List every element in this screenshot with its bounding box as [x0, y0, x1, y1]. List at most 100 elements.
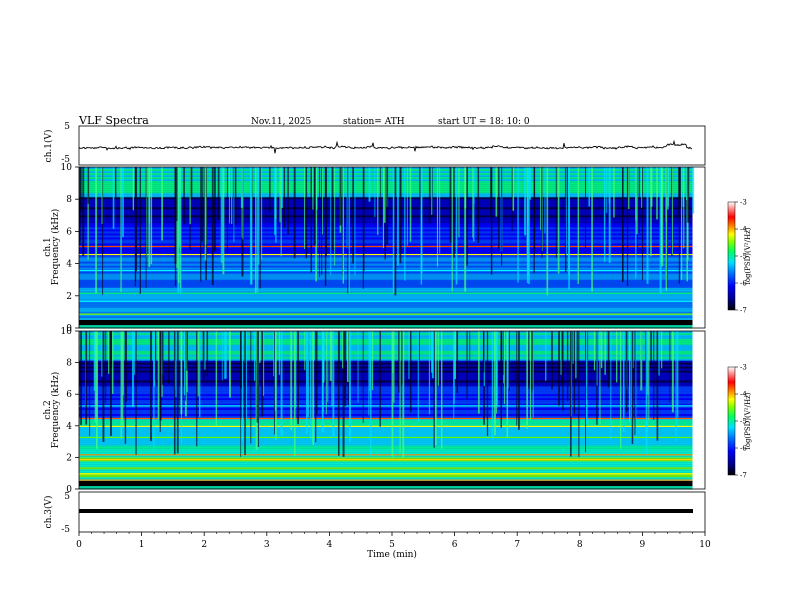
spectrogram-band	[79, 485, 693, 488]
spectrogram-line	[79, 436, 693, 439]
spectrogram-band	[79, 402, 693, 405]
spectrogram-sferic	[431, 167, 433, 215]
spectrogram-sferic	[491, 331, 494, 440]
spectrogram-sferic	[659, 167, 662, 294]
spectrogram-sferic	[560, 331, 563, 386]
spectrogram-sferic	[352, 167, 355, 264]
spectrogram-line	[79, 479, 693, 481]
spectrogram-sferic	[174, 167, 177, 264]
spectrogram-sferic	[572, 331, 574, 364]
spectrogram-sferic	[646, 331, 649, 395]
x-tick-label: 2	[201, 540, 207, 550]
spectrogram-sferic	[135, 167, 138, 272]
spectrogram-sferic	[428, 331, 431, 415]
spectrogram-sferic	[196, 331, 198, 447]
spectrogram-sferic	[101, 331, 103, 377]
spectrogram-sferic	[112, 167, 115, 229]
spectrogram-sferic	[409, 167, 412, 242]
spectrogram-sferic	[610, 331, 612, 440]
spectrogram-sferic	[161, 167, 163, 241]
spectrogram-band	[79, 323, 693, 327]
colorbar-tick-label: -4	[740, 391, 747, 399]
spectrogram-sferic	[135, 331, 137, 455]
spectrogram-sferic	[500, 331, 503, 428]
spectrogram-sferic	[640, 331, 643, 391]
spectrogram-sferic	[398, 331, 400, 393]
figure-date: Nov.11, 2025	[251, 117, 312, 127]
spectrogram-band	[79, 332, 693, 336]
colorbar-tick-label: -5	[740, 253, 747, 261]
freq-tick-label: 6	[66, 227, 72, 237]
spectrogram-band	[79, 396, 693, 399]
spectrogram-sferic	[315, 331, 317, 443]
spectrogram-sferic	[573, 331, 576, 414]
spectrogram-sferic	[671, 167, 673, 255]
spectrogram-sferic	[339, 167, 342, 226]
spectrogram-sferic	[578, 331, 580, 458]
spectrogram-sferic	[496, 331, 498, 408]
spectrogram-sferic	[186, 331, 188, 371]
spectrogram-band	[79, 477, 693, 480]
spectrogram-sferic	[269, 167, 271, 213]
spectrogram-band	[79, 439, 693, 443]
spectrogram-sferic	[357, 331, 359, 403]
spectrogram-sferic	[94, 331, 97, 423]
spectrogram-sferic	[417, 331, 419, 422]
spectrogram-sferic	[334, 167, 336, 266]
colorbar-tick-label: -3	[740, 364, 747, 372]
spectrogram-band	[79, 469, 693, 472]
ch1-spectrogram-image	[79, 167, 695, 329]
spectrogram-sferic	[110, 331, 113, 369]
spectrogram-band	[79, 406, 693, 409]
spectrogram-sferic	[150, 167, 153, 265]
spectrogram-band	[79, 457, 693, 460]
spectrogram-sferic	[224, 331, 226, 379]
spectrogram-sferic	[604, 331, 606, 375]
spectrogram-sferic	[482, 331, 485, 373]
spectrogram-band	[79, 421, 693, 425]
spectrogram-sferic	[226, 167, 228, 253]
spectrogram-sferic	[636, 167, 638, 235]
spectrogram-sferic	[379, 167, 381, 227]
spectrogram-band	[79, 368, 693, 372]
spectrogram-sferic	[517, 167, 519, 283]
spectrogram-sferic	[575, 331, 577, 379]
spectrogram-sferic	[184, 331, 186, 396]
spectrogram-sferic	[402, 331, 405, 458]
colorbar-tick-label: -7	[740, 472, 747, 480]
spectrogram-sferic	[174, 331, 177, 398]
spectrogram-sferic	[315, 331, 318, 415]
spectrogram-sferic	[105, 331, 107, 403]
spectrogram-sferic	[455, 167, 458, 285]
spectrogram-sferic	[638, 167, 640, 233]
spectrogram-sferic	[680, 167, 683, 280]
spectrogram-sferic	[619, 331, 622, 449]
spectrogram-band	[79, 467, 693, 470]
spectrogram-sferic	[410, 331, 412, 413]
spectrogram-sferic	[120, 167, 122, 292]
spectrogram-sferic	[529, 167, 532, 200]
spectrogram-sferic	[204, 167, 207, 261]
spectrogram-sferic	[431, 331, 434, 379]
spectrogram-sferic	[382, 167, 385, 249]
spectrogram-band	[79, 325, 693, 329]
spectrogram-sferic	[528, 167, 530, 284]
x-tick-label: 1	[139, 540, 145, 550]
spectrogram-sferic	[241, 167, 244, 277]
freq-tick-label: 10	[61, 327, 73, 337]
spectrogram-sferic	[197, 331, 199, 397]
spectrogram-sferic	[540, 167, 541, 231]
ch3-ylabel: ch.3(V)	[43, 496, 54, 529]
spectrogram-band	[79, 419, 693, 423]
spectrogram-band	[79, 445, 693, 449]
spectrogram-band	[79, 429, 693, 433]
freq-tick-label: 0	[66, 324, 72, 334]
spectrogram-sferic	[495, 167, 498, 217]
spectrogram-sferic	[599, 331, 601, 425]
spectrogram-sferic	[279, 167, 281, 223]
spectrogram-line	[79, 300, 693, 302]
spectrogram-band	[79, 281, 693, 285]
spectrogram-band	[79, 334, 693, 338]
spectrogram-sferic	[665, 167, 668, 290]
spectrogram-sferic	[250, 331, 252, 444]
